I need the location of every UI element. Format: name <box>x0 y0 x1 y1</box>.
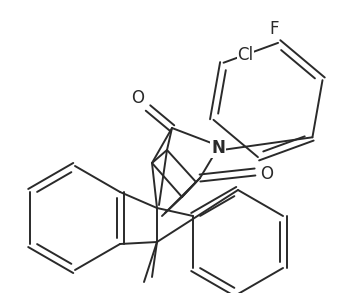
Text: Cl: Cl <box>237 46 254 64</box>
Text: O: O <box>261 165 273 183</box>
Text: N: N <box>211 139 225 157</box>
Text: O: O <box>131 89 144 107</box>
Text: F: F <box>269 20 279 38</box>
